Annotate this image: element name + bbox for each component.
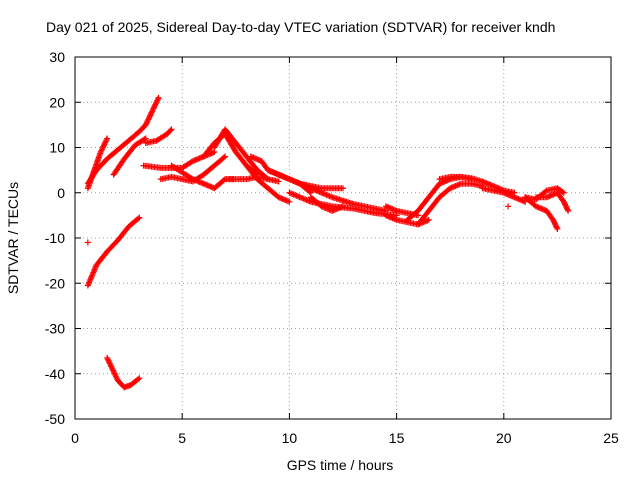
x-tick-label: 15 <box>389 430 405 446</box>
x-tick-label: 25 <box>603 430 619 446</box>
series-arc-m <box>243 162 293 205</box>
plot-frame <box>74 56 612 420</box>
data-point <box>97 149 104 156</box>
y-tick-label: 20 <box>49 94 65 110</box>
data-point <box>168 126 175 133</box>
data-point <box>141 136 148 143</box>
data-point <box>135 376 142 383</box>
series-arc-c <box>110 135 149 178</box>
series-arc-k <box>211 126 271 183</box>
series-arc-y <box>522 194 561 232</box>
series-outlier-1 <box>84 239 91 246</box>
y-tick-label: -20 <box>45 275 65 291</box>
data-point <box>275 178 282 185</box>
y-tick-label: 0 <box>57 185 65 201</box>
series-arc-d <box>142 126 175 146</box>
data-point <box>104 135 111 142</box>
series-arc-q <box>307 194 346 214</box>
data-point <box>100 143 107 150</box>
data-points <box>84 94 572 391</box>
x-tick-label: 5 <box>178 430 186 446</box>
data-point <box>153 100 160 107</box>
series-arc-t <box>382 203 422 219</box>
chart-title: Day 021 of 2025, Sidereal Day-to-day VTE… <box>46 19 555 35</box>
data-point <box>154 96 161 103</box>
data-point <box>167 127 174 134</box>
data-point <box>145 116 152 123</box>
x-axis-label: GPS time / hours <box>287 457 394 473</box>
data-point <box>101 140 108 147</box>
data-point <box>150 105 157 112</box>
y-tick-label: 10 <box>49 140 65 156</box>
y-tick-label: -30 <box>45 321 65 337</box>
data-point <box>147 112 154 119</box>
data-point <box>565 207 572 214</box>
series-arc-r <box>297 180 346 192</box>
data-point <box>151 104 158 111</box>
data-point <box>149 108 156 115</box>
series-arc-e <box>84 214 143 289</box>
data-point <box>220 154 227 161</box>
y-tick-label: -40 <box>45 366 65 382</box>
x-tick-label: 10 <box>282 430 298 446</box>
y-tick-label: -50 <box>45 411 65 427</box>
data-point <box>103 136 110 143</box>
data-point <box>220 177 227 184</box>
data-point <box>135 215 142 222</box>
data-point <box>98 147 105 154</box>
data-point <box>564 206 571 213</box>
data-point <box>144 117 151 124</box>
data-point <box>136 214 143 221</box>
data-point <box>264 176 271 183</box>
data-point <box>102 138 109 145</box>
series-arc-v <box>415 180 486 228</box>
data-point <box>153 98 160 105</box>
data-point <box>286 198 293 205</box>
data-point <box>505 203 512 210</box>
data-point <box>222 153 229 160</box>
data-point <box>146 113 153 120</box>
data-point <box>99 146 106 153</box>
data-point <box>99 144 106 151</box>
x-tick-label: 0 <box>71 430 79 446</box>
data-point <box>102 139 109 146</box>
series-arc-f <box>104 354 143 391</box>
series-arc-x <box>479 185 529 205</box>
y-axis-label: SDTVAR / TECUs <box>5 182 21 294</box>
data-point <box>263 175 270 182</box>
data-point <box>145 115 152 122</box>
data-point <box>144 119 151 126</box>
data-point <box>340 185 346 192</box>
data-point <box>136 375 143 382</box>
data-point <box>553 224 560 231</box>
data-point <box>149 106 156 113</box>
data-point <box>100 142 107 149</box>
data-point <box>155 94 162 101</box>
grid <box>75 57 611 419</box>
data-point <box>152 101 159 108</box>
data-point <box>559 188 566 195</box>
series-outlier-2 <box>505 203 512 210</box>
series-arc-aa <box>522 185 567 203</box>
data-point <box>340 203 346 210</box>
data-point <box>142 121 149 128</box>
data-point <box>560 189 567 196</box>
data-point <box>554 225 561 232</box>
y-tick-label: -10 <box>45 230 65 246</box>
data-point <box>542 188 549 195</box>
data-point <box>84 239 91 246</box>
data-point <box>425 216 432 223</box>
data-point <box>154 97 161 104</box>
data-point <box>148 109 155 116</box>
y-tick-label: 30 <box>49 49 65 65</box>
series-arc-b <box>84 135 111 192</box>
data-point <box>147 111 154 118</box>
data-point <box>151 102 158 109</box>
axis-ticks: 0 5 10 15 20 25 -50 -40 -30 -20 -10 0 10 20 30 <box>45 49 619 446</box>
x-tick-label: 20 <box>496 430 512 446</box>
data-point <box>143 120 150 127</box>
